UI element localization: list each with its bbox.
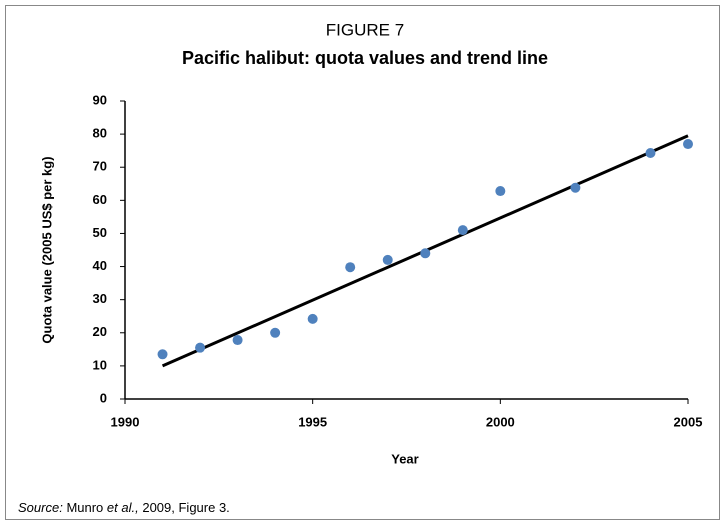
point <box>495 186 506 197</box>
y-axis-label: Quota value (2005 US$ per kg) <box>39 156 54 343</box>
point <box>570 182 581 193</box>
x-tick-label: 2005 <box>674 414 703 429</box>
x-axis-label: Year <box>391 451 418 466</box>
source-part: et al., <box>106 500 139 515</box>
source-part: 2009, Figure 3. <box>142 500 230 515</box>
x-tick-label: 1990 <box>111 414 140 429</box>
y-tick-label: 50 <box>93 225 107 240</box>
y-tick-label: 40 <box>93 258 107 273</box>
source-part: Munro <box>66 500 104 515</box>
point <box>270 327 281 338</box>
point <box>420 248 431 259</box>
y-tick-label: 30 <box>93 291 107 306</box>
y-tick-label: 70 <box>93 159 107 174</box>
point <box>345 262 356 273</box>
y-tick-label: 10 <box>93 357 107 372</box>
point <box>232 335 243 346</box>
y-tick-label: 80 <box>93 126 107 141</box>
source-note: Source: Munro et al., 2009, Figure 3. <box>18 500 230 515</box>
point <box>683 139 693 150</box>
x-tick-label: 1995 <box>298 414 327 429</box>
point <box>307 313 318 324</box>
point <box>195 342 206 353</box>
x-tick-label: 2000 <box>486 414 515 429</box>
chart-kicker: FIGURE 7 <box>326 20 404 39</box>
y-tick-label: 90 <box>93 92 107 107</box>
point <box>157 349 168 360</box>
chart-title: Pacific halibut: quota values and trend … <box>182 48 548 68</box>
point <box>457 225 468 236</box>
frame <box>5 5 720 520</box>
point <box>645 147 656 158</box>
point <box>382 254 393 265</box>
y-tick-label: 20 <box>93 324 107 339</box>
y-tick-label: 60 <box>93 192 107 207</box>
y-tick-label: 0 <box>100 390 107 405</box>
source-part: Source: <box>18 500 63 515</box>
